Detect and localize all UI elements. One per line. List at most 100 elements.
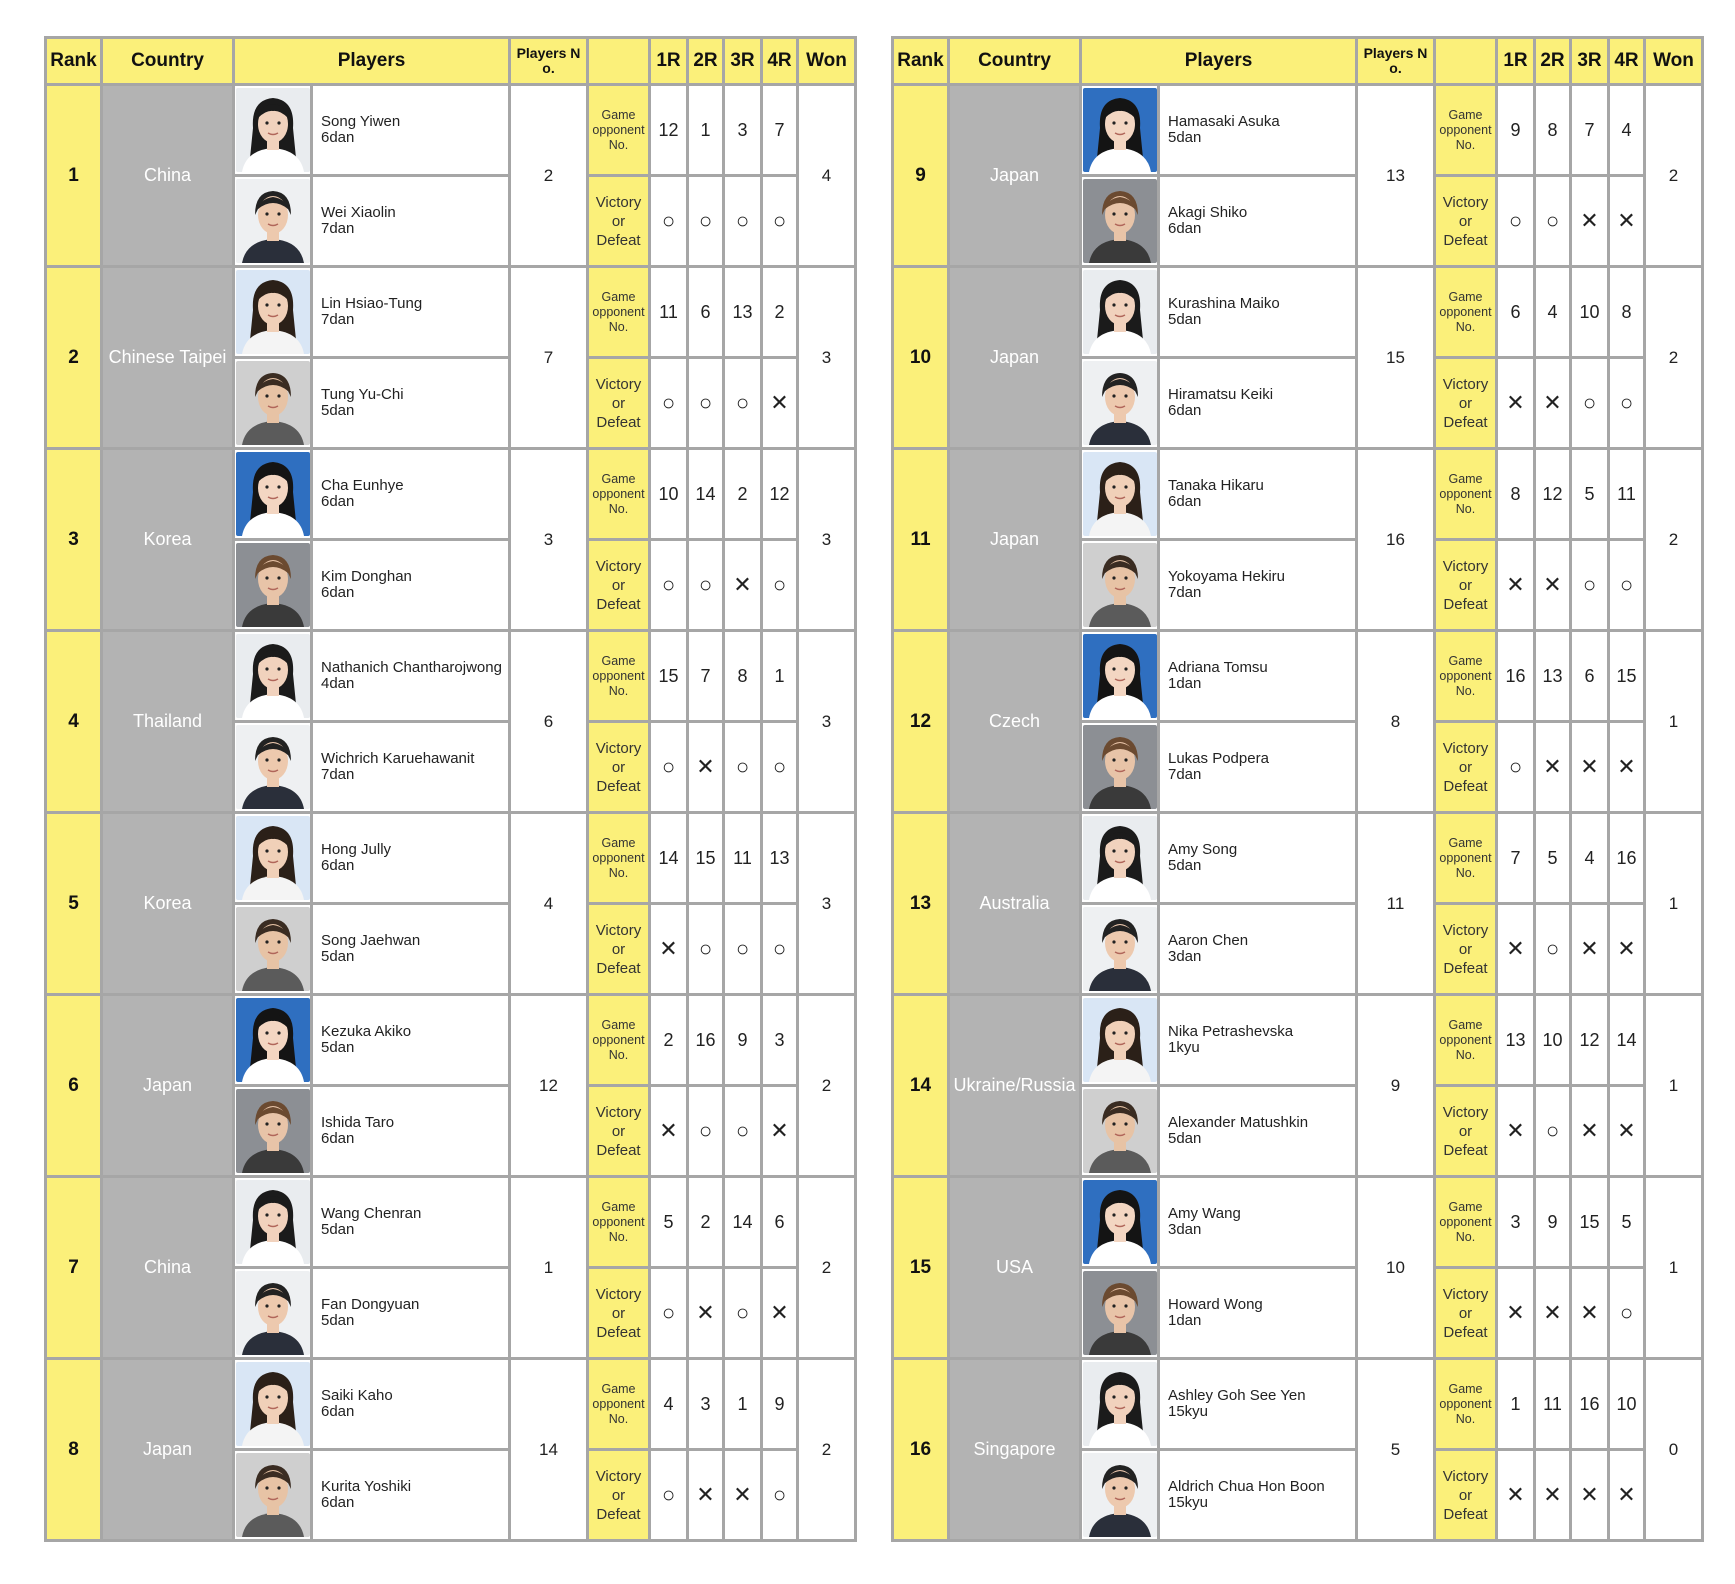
- loss-mark: ✕: [1533, 356, 1572, 450]
- player-grade: 5dan: [321, 948, 355, 965]
- player-name: Tung Yu-Chi: [321, 386, 404, 403]
- player-photo-cell: [1079, 538, 1160, 632]
- label-line: Victory: [1442, 375, 1489, 393]
- victory-defeat-label: Victory or Defeat: [586, 902, 651, 996]
- team-row: 4 Thailand Nathanich Chantharojwong 4dan 6 Ga…: [44, 629, 857, 814]
- players-no-cell: 15: [1355, 265, 1436, 450]
- team-row: Howard Wong 1dan Victory or Defeat ✕ ✕ ✕ ○: [893, 1266, 1703, 1360]
- team-row: 2 Chinese Taipei Lin Hsiao-Tung 7dan 7 Game op…: [44, 265, 857, 450]
- opponent-cell: 3: [722, 83, 763, 177]
- opponent-cell: 13: [1533, 629, 1572, 723]
- player-name: Adriana Tomsu: [1168, 659, 1268, 676]
- player-grade: 6dan: [321, 584, 355, 601]
- players-no-cell: 5: [1355, 1357, 1436, 1542]
- label-line: opponent: [592, 122, 645, 137]
- player-name: Yokoyama Hekiru: [1168, 568, 1286, 585]
- player-name: Alexander Matushkin: [1168, 1114, 1309, 1131]
- label-line: Game: [1448, 471, 1483, 486]
- rank-cell: 1: [44, 83, 103, 268]
- opponent-cell: 10: [1533, 993, 1572, 1087]
- label-line: Victory: [595, 921, 642, 939]
- victory-defeat-label: Victory or Defeat: [1433, 174, 1498, 268]
- label-line: or: [611, 758, 626, 776]
- player-photo: [235, 270, 310, 354]
- opponent-cell: 15: [1607, 629, 1646, 723]
- player-photo: [1082, 634, 1157, 718]
- player-photo-cell: [232, 993, 313, 1087]
- loss-mark: ✕: [686, 1266, 725, 1360]
- country-cell: China: [100, 1175, 235, 1360]
- won-cell: 2: [1643, 447, 1704, 632]
- player-photo-cell: [232, 811, 313, 905]
- player-name: Saiki Kaho: [321, 1387, 393, 1404]
- header-country: Country: [100, 36, 235, 86]
- label-line: Defeat: [596, 231, 641, 249]
- opponent-cell: 7: [760, 83, 799, 177]
- label-line: No.: [608, 683, 629, 698]
- opponent-cell: 16: [1495, 629, 1536, 723]
- header-won: Won: [796, 36, 857, 86]
- opponent-cell: 16: [1569, 1357, 1610, 1451]
- player-photo: [235, 1089, 310, 1173]
- player-grade: 5dan: [1168, 129, 1202, 146]
- player-name-cell: Wang Chenran 5dan: [310, 1175, 511, 1269]
- opponent-cell: 15: [648, 629, 689, 723]
- win-mark: ○: [1533, 1084, 1572, 1178]
- label-line: Victory: [1442, 1285, 1489, 1303]
- win-mark: ○: [1533, 174, 1572, 268]
- player-photo-cell: [1079, 447, 1160, 541]
- label-line: Game: [601, 1017, 636, 1032]
- rank-cell: 6: [44, 993, 103, 1178]
- player-photo-cell: [1079, 993, 1160, 1087]
- opponent-cell: 5: [1533, 811, 1572, 905]
- label-line: Defeat: [596, 1323, 641, 1341]
- player-photo-cell: [1079, 1175, 1160, 1269]
- player-name: Hong Jully: [321, 841, 392, 858]
- player-photo: [1082, 1453, 1157, 1537]
- team-row: 3 Korea Cha Eunhye 6dan 3 Game opponent No. 10 14…: [44, 447, 857, 632]
- team-row: Kurita Yoshiki 6dan Victory or Defeat ○ ✕ ✕ ○: [46, 1448, 856, 1542]
- team-row: 8 Japan Saiki Kaho 6dan 14 Game opponent No. 4 3 1…: [44, 1357, 857, 1542]
- game-opponent-label: Game opponent No.: [1433, 1175, 1498, 1269]
- team-row: Hiramatsu Keiki 6dan Victory or Defeat ✕ ✕ ○ ○: [893, 356, 1703, 450]
- player-photo-cell: [232, 1448, 313, 1542]
- players-no-cell: 12: [508, 993, 589, 1178]
- won-cell: 2: [1643, 265, 1704, 450]
- opponent-cell: 1: [686, 83, 725, 177]
- player-name: Kezuka Akiko: [321, 1023, 412, 1040]
- loss-mark: ✕: [722, 538, 763, 632]
- player-photo: [1082, 452, 1157, 536]
- player-photo: [235, 361, 310, 445]
- opponent-cell: 14: [1607, 993, 1646, 1087]
- game-opponent-label: Game opponent No.: [1433, 265, 1498, 359]
- rank-cell: 3: [44, 447, 103, 632]
- country-cell: Singapore: [947, 1357, 1082, 1542]
- team-row: Yokoyama Hekiru 7dan Victory or Defeat ✕ ✕ ○ ○: [893, 538, 1703, 632]
- label-line: opponent: [592, 668, 645, 683]
- team-row: 15 USA Amy Wang 3dan 10 Game opponent No. 3 9 15 5 1: [891, 1175, 1704, 1360]
- victory-defeat-label: Victory or Defeat: [1433, 720, 1498, 814]
- label-line: No.: [608, 501, 629, 516]
- rank-cell: 2: [44, 265, 103, 450]
- player-photo: [235, 543, 310, 627]
- loss-mark: ✕: [1569, 902, 1610, 996]
- game-opponent-label: Game opponent No.: [586, 83, 651, 177]
- player-name-cell: Hong Jully 6dan: [310, 811, 511, 905]
- player-grade: 3dan: [1168, 948, 1202, 965]
- opponent-cell: 4: [1569, 811, 1610, 905]
- opponent-cell: 2: [686, 1175, 725, 1269]
- player-photo: [1082, 1089, 1157, 1173]
- player-photo-cell: [232, 265, 313, 359]
- win-mark: ○: [686, 174, 725, 268]
- opponent-cell: 11: [1607, 447, 1646, 541]
- label-line: or: [611, 1304, 626, 1322]
- team-row: Aaron Chen 3dan Victory or Defeat ✕ ○ ✕ ✕: [893, 902, 1703, 996]
- results-table-left: Rank Country Players Players N o. 1R 2R …: [44, 36, 857, 1542]
- label-line: or: [611, 576, 626, 594]
- label-line: opponent: [1439, 1396, 1492, 1411]
- game-opponent-label: Game opponent No.: [1433, 1357, 1498, 1451]
- player-grade: 6dan: [321, 129, 355, 146]
- loss-mark: ✕: [1607, 174, 1646, 268]
- player-photo-cell: [232, 174, 313, 268]
- label-line: Game: [1448, 1381, 1483, 1396]
